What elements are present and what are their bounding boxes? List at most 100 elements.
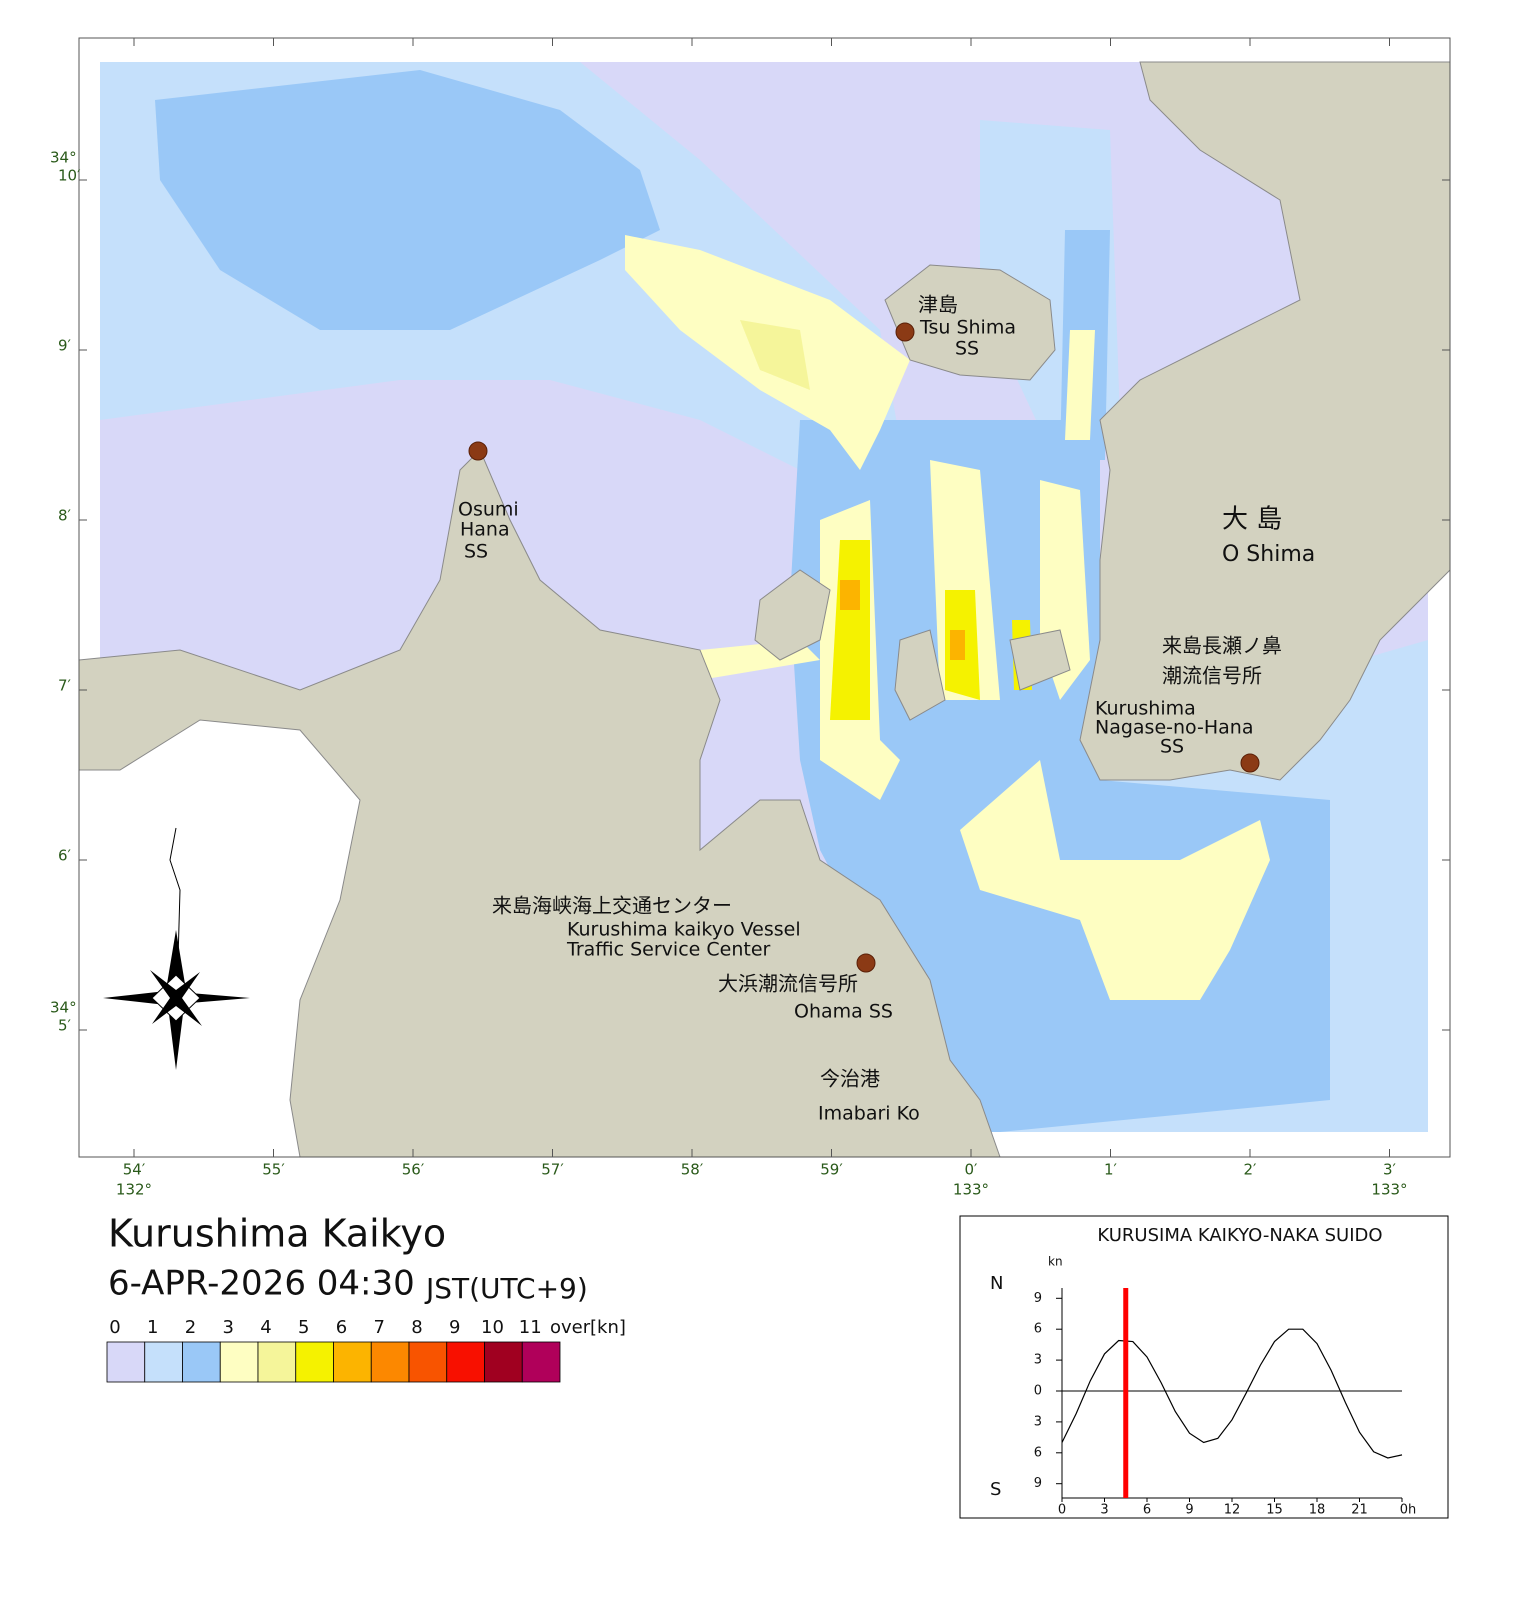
place-en: Kurushima (1095, 698, 1196, 720)
land (1009, 629, 1071, 691)
outside (79, 720, 360, 1157)
y-tick-label: 9 (1034, 1291, 1042, 1306)
lon-label: 132° (116, 1181, 152, 1199)
compass (103, 827, 250, 1070)
station-dot (895, 322, 915, 342)
x-tick-label: 6 (1143, 1503, 1151, 1518)
place-sub: SS (464, 541, 488, 563)
color-swatch (484, 1341, 523, 1383)
zone (840, 580, 860, 610)
zone (1065, 330, 1095, 440)
y-tick-label: 9 (1034, 1476, 1042, 1491)
land (754, 569, 831, 661)
tide-chart-frame (959, 1215, 1449, 1519)
lat-label: 7′ (58, 677, 72, 695)
colorbar-label: 1 (147, 1317, 158, 1338)
x-tick-label: 0h (1400, 1503, 1417, 1518)
colorbar-label: 2 (185, 1317, 196, 1338)
color-swatch (408, 1341, 448, 1383)
title: Kurushima Kaikyo (108, 1212, 446, 1256)
south-label: S (990, 1479, 1001, 1500)
color-swatch (295, 1341, 334, 1383)
place-ja: 大浜潮流信号所 (718, 972, 858, 996)
place-ja: 来島長瀬ノ鼻 (1162, 634, 1282, 658)
x-tick-label: 12 (1224, 1503, 1241, 1518)
station-dot (1240, 753, 1260, 773)
lat-label: 34° (50, 149, 77, 167)
colorbar-unit: [kn] (590, 1317, 626, 1338)
y-tick-label: 3 (1034, 1353, 1042, 1368)
station-dot (856, 953, 876, 973)
place-ja: 潮流信号所 (1162, 664, 1262, 688)
datetime: 6-APR-2026 04:30 (108, 1264, 415, 1304)
lat-label: 9′ (58, 337, 72, 355)
chart-title: KURUSIMA KAIKYO-NAKA SUIDO (1097, 1225, 1382, 1246)
compass-diag (150, 970, 202, 1026)
place-ja: 大 島 (1222, 505, 1282, 535)
colorbar-label: 9 (449, 1317, 460, 1338)
lon-label: 54′ (123, 1161, 146, 1179)
colorbar-label: 6 (336, 1317, 347, 1338)
color-swatch (521, 1341, 561, 1383)
x-tick-label: 15 (1266, 1503, 1283, 1518)
place-en: Traffic Service Center (566, 939, 771, 961)
y-tick-label: 0 (1034, 1384, 1042, 1399)
lat-label: 10′ (58, 167, 81, 185)
color-swatch (370, 1341, 410, 1383)
y-tick-label: 6 (1034, 1445, 1042, 1460)
lon-label: 133° (1371, 1181, 1407, 1199)
colorbar-label: 11 (519, 1317, 542, 1338)
colorbar-label: 8 (411, 1317, 422, 1338)
x-tick-label: 3 (1100, 1503, 1108, 1518)
colorbar-label: 5 (298, 1317, 309, 1338)
lat-label: 8′ (58, 507, 72, 525)
colorbar-label: 7 (374, 1317, 385, 1338)
place-en: O Shima (1222, 542, 1315, 567)
zone (740, 320, 810, 390)
colorbar-label: 3 (223, 1317, 234, 1338)
lat-label: 5′ (58, 1017, 72, 1035)
color-swatch (257, 1341, 297, 1383)
lon-label: 1′ (1104, 1161, 1118, 1179)
color-swatch (182, 1341, 221, 1383)
north-label: N (990, 1273, 1003, 1294)
land (894, 629, 946, 721)
tide-chart: KURUSIMA KAIKYO-NAKA SUIDO kn N S 9 6 3 0 3 6 9 0 3 6… (990, 1225, 1416, 1518)
y-unit: kn (1048, 1255, 1063, 1269)
lon-label: 2′ (1244, 1161, 1258, 1179)
y-tick-label: 3 (1034, 1414, 1042, 1429)
zone (155, 70, 660, 330)
tide-curve (1061, 1328, 1403, 1459)
land (78, 449, 1001, 1158)
place-ja: 今治港 (820, 1067, 880, 1091)
y-tick-label: 6 (1034, 1322, 1042, 1337)
color-swatch (446, 1341, 485, 1383)
x-tick-label: 21 (1351, 1503, 1368, 1518)
zone (960, 760, 1270, 1000)
lon-label: 0′ (965, 1161, 979, 1179)
color-swatch (144, 1341, 183, 1383)
lon-label: 55′ (262, 1161, 285, 1179)
colorbar-label: 0 (109, 1317, 120, 1338)
colorbar-label: 10 (481, 1317, 504, 1338)
lat-label: 6′ (58, 847, 72, 865)
place-sub: SS (1160, 736, 1184, 758)
zone (950, 630, 965, 660)
colorbar: 0 1 2 3 4 5 6 7 8 9 10 11 over [kn] (106, 1317, 626, 1383)
lon-label: 3′ (1383, 1161, 1397, 1179)
colorbar-label: over (550, 1317, 591, 1338)
x-tick-label: 18 (1309, 1503, 1326, 1518)
place-en: Imabari Ko (818, 1103, 920, 1125)
map: 津島 Tsu Shima SS Osumi Hana SS 大 島 O Shim… (50, 37, 1451, 1199)
lon-label: 133° (953, 1181, 989, 1199)
x-tick-label: 0 (1058, 1503, 1066, 1518)
lon-label: 59′ (820, 1161, 843, 1179)
place-en: Ohama SS (794, 1001, 893, 1023)
x-tick-label: 9 (1185, 1503, 1193, 1518)
compass-line (169, 827, 181, 961)
color-swatch (106, 1341, 146, 1383)
place-en: Kurushima kaikyo Vessel (567, 919, 801, 941)
place-sub: SS (955, 338, 979, 360)
place-en: Tsu Shima (919, 317, 1016, 339)
land (884, 264, 1056, 381)
